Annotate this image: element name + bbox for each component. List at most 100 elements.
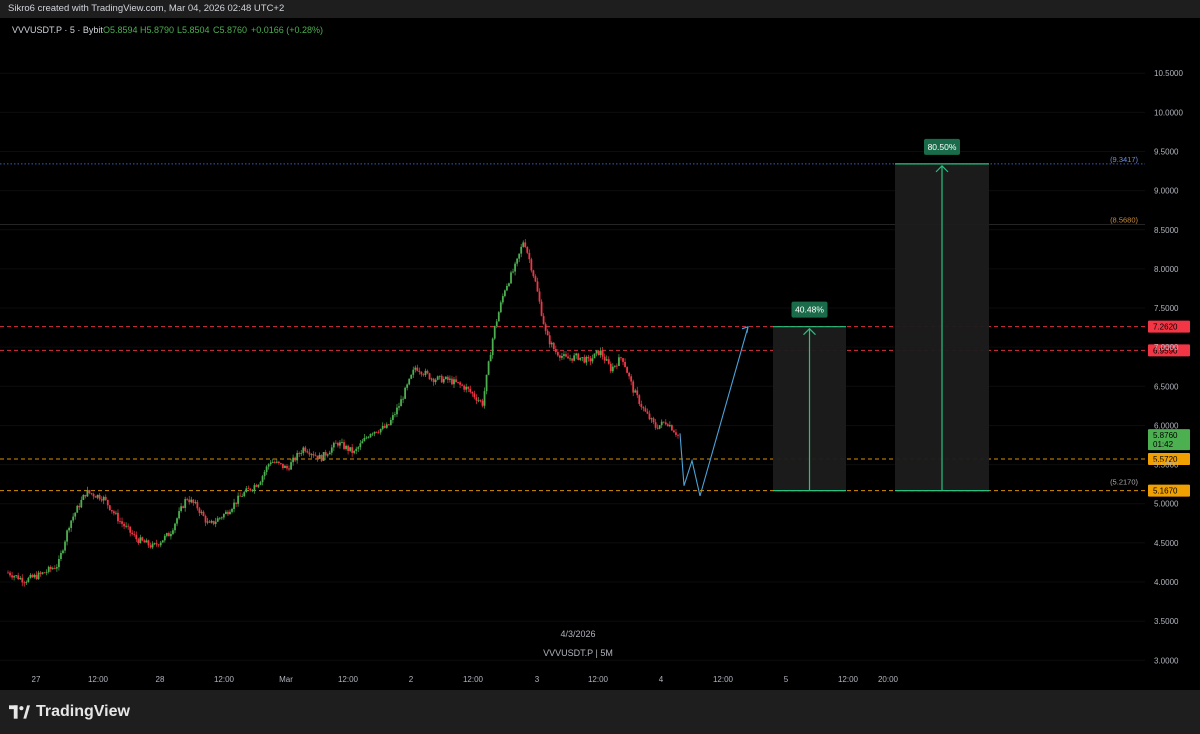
candle-body xyxy=(66,530,68,542)
candle-body xyxy=(117,512,119,522)
candle-body xyxy=(167,533,170,537)
measure-label-box xyxy=(924,138,960,155)
candle-body xyxy=(172,530,174,534)
candle-body xyxy=(273,462,276,463)
candle-body xyxy=(216,518,219,522)
candle-body xyxy=(206,521,209,523)
candle-body xyxy=(542,315,545,325)
candle-body xyxy=(558,355,561,358)
measure-arrow-head xyxy=(935,165,949,173)
candle-body xyxy=(231,508,233,512)
candle-body xyxy=(556,352,559,356)
candle-body xyxy=(51,568,54,569)
candle-body xyxy=(540,301,543,316)
candle-body xyxy=(222,514,225,518)
candle-body xyxy=(263,471,266,477)
candle-body xyxy=(29,574,32,578)
candle-body xyxy=(176,518,178,524)
candle-body xyxy=(605,359,608,361)
candle-body xyxy=(72,516,75,521)
candle-body xyxy=(660,421,663,426)
candle-body xyxy=(186,499,189,500)
candle-body xyxy=(13,576,16,578)
candle-body xyxy=(261,476,264,483)
candle-body xyxy=(363,437,366,442)
price-level-badge-text: 5.5720 xyxy=(1153,455,1178,464)
x-axis[interactable]: 27 12:00 28 12:00 Mar 12:00 2 12:00 3 12:00 4 12:00… xyxy=(32,675,899,684)
candle-body xyxy=(524,242,527,248)
price-chart[interactable]: (9.3417) (8.5680) 7.2620 6.9590 5.5720 5.1670… xyxy=(0,0,1200,690)
candle-body xyxy=(108,505,111,511)
ohlc-change: +0.0166 (+0.28%) xyxy=(251,25,323,35)
y-tick-label: 4.5000 xyxy=(1154,539,1179,548)
candle-body xyxy=(196,502,199,509)
candle-body xyxy=(383,426,386,428)
candle-body xyxy=(96,494,99,498)
candle-body xyxy=(414,367,417,370)
watermark: 4/3/2026 VVVUSDT.P | 5M xyxy=(543,629,613,658)
candle-body xyxy=(324,452,327,456)
candle-body xyxy=(501,296,504,303)
candle-body xyxy=(104,496,107,500)
candle-body xyxy=(298,453,301,454)
candle-body xyxy=(379,428,382,433)
candle-body xyxy=(271,462,274,463)
candle-body xyxy=(153,543,156,545)
candle-body xyxy=(426,370,429,374)
candle-body xyxy=(102,496,105,501)
candle-body xyxy=(80,499,83,508)
candle-body xyxy=(100,499,103,501)
author-bar: Sikro6 created with TradingView.com, Mar… xyxy=(0,0,1200,18)
candle-body xyxy=(451,378,453,385)
candle-body xyxy=(412,369,415,375)
price-level-label: (8.5680) xyxy=(1110,215,1138,224)
candle-body xyxy=(385,424,388,428)
y-tick-label: 9.5000 xyxy=(1154,147,1179,156)
candle-body xyxy=(628,372,631,377)
candle-body xyxy=(33,574,36,578)
candle-body xyxy=(161,540,164,543)
candle-body xyxy=(86,490,89,497)
price-level-badge-text: 5.1670 xyxy=(1153,487,1178,496)
candle-body xyxy=(658,425,661,429)
y-axis[interactable]: 10.5000 10.0000 9.5000 9.0000 8.5000 8.0000 7.… xyxy=(1154,69,1183,665)
candle-body xyxy=(304,447,307,452)
candle-body xyxy=(253,485,256,491)
candle-body xyxy=(404,387,407,399)
candle-body xyxy=(489,354,492,362)
candle-body xyxy=(204,515,207,523)
candle-body xyxy=(241,496,244,497)
candle-body xyxy=(235,502,237,504)
x-tick-label: 12:00 xyxy=(88,675,109,684)
candle-body xyxy=(465,386,468,390)
candle-body xyxy=(536,281,539,292)
candle-body xyxy=(149,545,152,548)
candle-body xyxy=(652,418,655,423)
candle-body xyxy=(339,442,341,446)
tradingview-logo[interactable]: TradingView xyxy=(9,703,130,721)
candle-body xyxy=(673,430,675,433)
candle-body xyxy=(510,272,512,284)
candle-body xyxy=(453,379,455,385)
candle-body xyxy=(424,370,427,375)
candle-body xyxy=(35,574,38,579)
candle-body xyxy=(481,400,484,406)
ohlc-low: L5.8504 xyxy=(177,25,210,35)
candle-body xyxy=(597,351,600,356)
candle-body xyxy=(243,492,246,497)
candle-body xyxy=(591,358,594,362)
candle-body xyxy=(642,407,645,409)
candles-layer xyxy=(7,239,679,587)
candle-body xyxy=(357,447,360,449)
candle-body xyxy=(487,361,490,375)
candle-body xyxy=(593,353,596,359)
candle-body xyxy=(630,376,633,382)
candle-body xyxy=(654,422,657,428)
candle-body xyxy=(609,363,612,372)
candle-body xyxy=(141,537,144,541)
candle-body xyxy=(459,382,461,385)
candle-body xyxy=(491,338,494,355)
candle-body xyxy=(225,511,227,515)
candle-body xyxy=(200,511,203,513)
candle-body xyxy=(371,433,374,435)
